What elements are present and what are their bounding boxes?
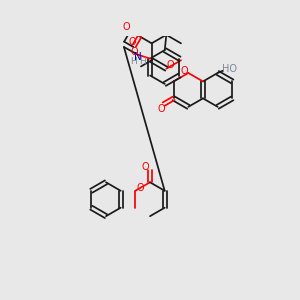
Text: O: O bbox=[181, 66, 188, 76]
Text: O: O bbox=[136, 184, 144, 194]
Text: O: O bbox=[158, 104, 165, 114]
Text: HO: HO bbox=[222, 64, 237, 74]
Text: O: O bbox=[131, 47, 139, 57]
Text: N: N bbox=[134, 52, 142, 62]
Text: H: H bbox=[139, 56, 146, 65]
Text: H: H bbox=[130, 56, 136, 65]
Text: O: O bbox=[167, 60, 174, 70]
Text: O: O bbox=[128, 37, 136, 47]
Text: O: O bbox=[123, 22, 130, 32]
Text: O: O bbox=[142, 162, 149, 172]
